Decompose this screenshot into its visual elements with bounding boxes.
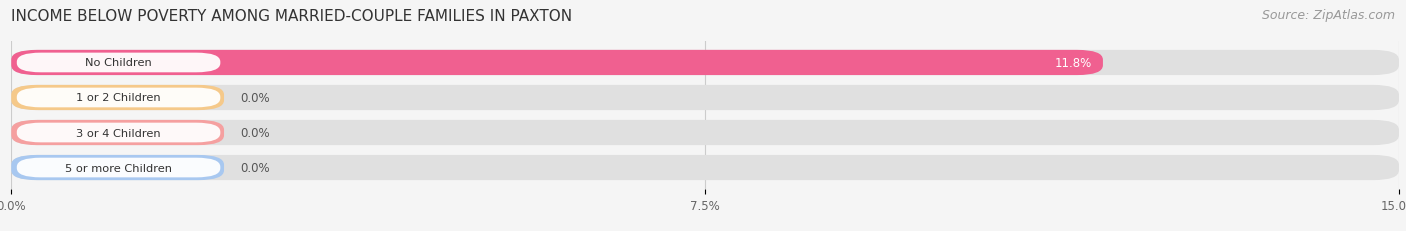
FancyBboxPatch shape — [11, 85, 224, 111]
Text: 1 or 2 Children: 1 or 2 Children — [76, 93, 160, 103]
Text: No Children: No Children — [86, 58, 152, 68]
Text: 11.8%: 11.8% — [1054, 57, 1092, 70]
FancyBboxPatch shape — [11, 120, 224, 146]
Text: 0.0%: 0.0% — [240, 126, 270, 139]
FancyBboxPatch shape — [11, 51, 1399, 76]
Text: Source: ZipAtlas.com: Source: ZipAtlas.com — [1261, 9, 1395, 22]
FancyBboxPatch shape — [17, 88, 221, 108]
FancyBboxPatch shape — [11, 120, 1399, 146]
Text: 5 or more Children: 5 or more Children — [65, 163, 172, 173]
FancyBboxPatch shape — [11, 51, 1102, 76]
FancyBboxPatch shape — [17, 53, 221, 73]
Text: 3 or 4 Children: 3 or 4 Children — [76, 128, 160, 138]
FancyBboxPatch shape — [17, 158, 221, 178]
FancyBboxPatch shape — [11, 155, 1399, 180]
FancyBboxPatch shape — [11, 85, 1399, 111]
Text: INCOME BELOW POVERTY AMONG MARRIED-COUPLE FAMILIES IN PAXTON: INCOME BELOW POVERTY AMONG MARRIED-COUPL… — [11, 9, 572, 24]
FancyBboxPatch shape — [17, 123, 221, 143]
FancyBboxPatch shape — [11, 155, 224, 180]
Text: 0.0%: 0.0% — [240, 161, 270, 174]
Text: 0.0%: 0.0% — [240, 92, 270, 105]
